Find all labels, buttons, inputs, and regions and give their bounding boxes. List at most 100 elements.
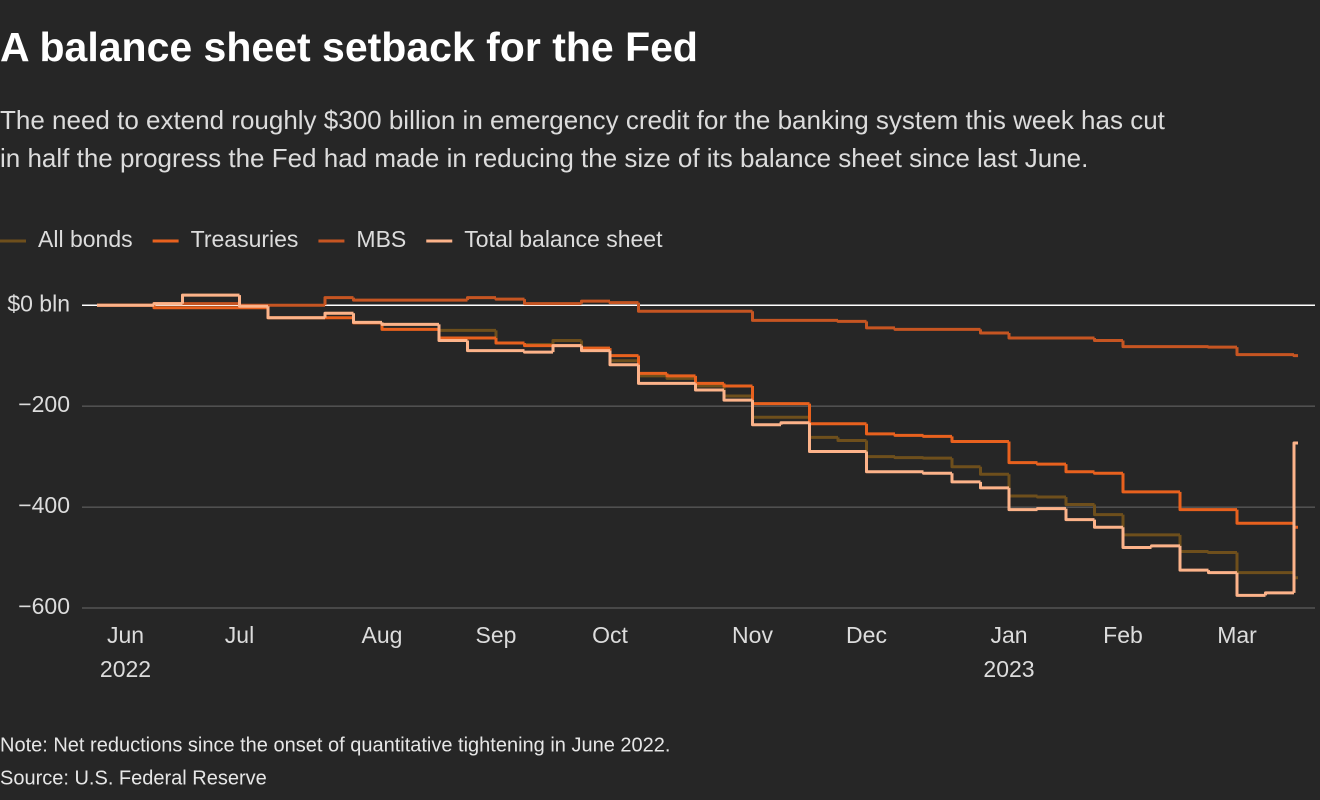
x-tick-label: Sep: [476, 622, 517, 648]
note: Note: Net reductions since the onset of …: [0, 734, 670, 756]
line-step: [893, 327, 924, 331]
line-step: [865, 321, 895, 330]
line-step: [1093, 337, 1123, 343]
line-step: [437, 324, 468, 343]
line-step: [1264, 591, 1294, 596]
line-step: [751, 400, 781, 427]
line-step: [1036, 507, 1066, 511]
line-step: [580, 345, 610, 350]
x-year-label: 2023: [983, 656, 1034, 682]
line-step: [437, 324, 468, 332]
line-step: [1007, 332, 1038, 340]
x-tick-label: Dec: [846, 622, 887, 648]
line-step: [323, 296, 354, 306]
line-step: [1036, 462, 1066, 466]
line-step: [466, 296, 496, 301]
line-step: [551, 344, 582, 353]
line-step: [523, 343, 553, 348]
x-tick-label: Jul: [225, 622, 254, 648]
line-step: [751, 396, 781, 419]
line-step: [808, 403, 838, 426]
line-step: [494, 297, 525, 301]
line-step: [637, 355, 667, 375]
line-step: [808, 422, 838, 454]
line-step: [1121, 514, 1152, 537]
line-step: [1292, 441, 1298, 593]
line-step: [893, 433, 924, 437]
line-step: [865, 423, 895, 436]
line-step: [694, 383, 724, 392]
line-step: [922, 456, 952, 460]
line-step: [751, 385, 781, 406]
line-step: [323, 311, 354, 318]
line-step: [1178, 491, 1209, 512]
line-step: [637, 364, 667, 385]
x-tick-label: Jun: [107, 622, 144, 648]
x-tick-label: Mar: [1217, 622, 1257, 648]
line-step: [608, 348, 639, 358]
line-step: [1121, 473, 1152, 494]
legend-label: MBS: [356, 226, 406, 252]
line-step: [722, 383, 753, 388]
subtitle: The need to extend roughly $300 billion …: [0, 105, 1166, 135]
legend-label: Total balance sheet: [464, 226, 663, 252]
line-step: [979, 329, 1009, 335]
y-tick-label: $0 bln: [7, 290, 70, 316]
line-step: [1235, 509, 1266, 525]
line-step: [1036, 495, 1066, 499]
line-step: [1093, 519, 1123, 529]
line-step: [494, 330, 525, 345]
line-step: [266, 307, 297, 320]
line-step: [494, 337, 525, 345]
line-step: [922, 434, 952, 438]
line-step: [1150, 544, 1180, 548]
y-tick-label: −400: [18, 492, 70, 518]
line-step: [1292, 354, 1298, 358]
line-step: [722, 385, 753, 398]
line-step: [466, 340, 496, 353]
subtitle: in half the progress the Fed had made in…: [0, 143, 1088, 173]
line-step: [152, 302, 183, 306]
line-step: [1235, 572, 1266, 597]
line-step: [1093, 471, 1123, 475]
legend-label: Treasuries: [191, 226, 299, 252]
line-step: [1178, 534, 1209, 553]
line-step: [523, 299, 553, 306]
line-step: [922, 471, 952, 475]
line-step: [1207, 550, 1237, 554]
line-step: [1093, 504, 1123, 517]
line-step: [608, 301, 639, 305]
line-step: [808, 417, 838, 439]
line-step: [580, 345, 610, 353]
x-tick-label: Jan: [990, 622, 1027, 648]
x-tick-label: Oct: [592, 622, 628, 648]
line-step: [1064, 496, 1095, 507]
line-step: [523, 350, 553, 354]
line-step: [1235, 552, 1266, 575]
line-step: [950, 473, 981, 484]
line-step: [1007, 441, 1038, 465]
x-tick-label: Aug: [362, 622, 403, 648]
line-step: [836, 319, 867, 323]
line-step: [1207, 570, 1237, 575]
line-step: [352, 313, 382, 324]
line-step: [266, 306, 297, 320]
line-step: [380, 322, 411, 326]
x-year-label: 2022: [100, 656, 151, 682]
line-step: [779, 421, 810, 425]
line-step: [893, 456, 924, 460]
chart-title: A balance sheet setback for the Fed: [0, 24, 698, 70]
line-step: [836, 437, 867, 442]
line-step: [1235, 347, 1266, 357]
line-step: [551, 339, 582, 345]
x-tick-label: Nov: [732, 622, 773, 648]
line-step: [608, 350, 639, 367]
line-step: [865, 440, 895, 459]
line-step: [1178, 545, 1209, 572]
line-step: [1121, 527, 1152, 549]
source: Source: U.S. Federal Reserve: [0, 767, 267, 789]
line-step: [665, 373, 696, 378]
legend-label: All bonds: [38, 226, 133, 252]
line-step: [637, 302, 667, 313]
